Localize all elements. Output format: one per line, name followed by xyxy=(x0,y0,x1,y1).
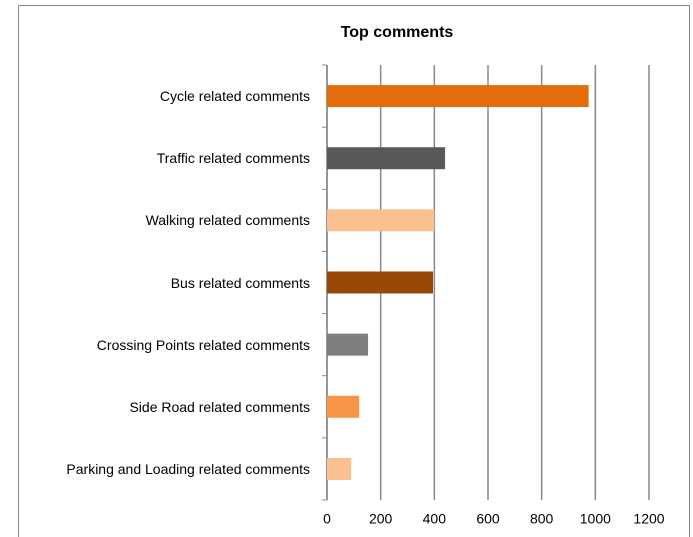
y-tick-label: Crossing Points related comments xyxy=(96,336,310,353)
y-tick-label: Bus related comments xyxy=(170,274,310,291)
y-tick-label: Walking related comments xyxy=(145,212,310,229)
bar xyxy=(327,395,360,418)
x-tick-label: 200 xyxy=(369,511,393,527)
y-tick-label-box: Traffic related comments xyxy=(157,150,310,166)
y-tick-label-box: Walking related comments xyxy=(146,212,310,228)
y-tick-label-box: Parking and Loading related comments xyxy=(66,461,310,477)
x-tick-label: 1200 xyxy=(633,511,664,527)
x-tick-label: 400 xyxy=(423,511,447,527)
x-tick-label: 1000 xyxy=(580,511,611,527)
bar xyxy=(327,457,352,480)
bar xyxy=(327,271,433,294)
chart-frame xyxy=(18,5,690,537)
y-tick-label: Parking and Loading related comments xyxy=(66,460,310,477)
y-tick-label-box: Cycle related comments xyxy=(160,88,310,104)
y-tick-label-box: Side Road related comments xyxy=(129,399,310,415)
bar xyxy=(327,85,589,108)
y-tick-label: Traffic related comments xyxy=(156,150,310,167)
bar xyxy=(327,147,446,170)
x-tick-label: 600 xyxy=(476,511,500,527)
bar xyxy=(327,209,435,232)
bar xyxy=(327,333,369,356)
y-tick-label-box: Bus related comments xyxy=(171,275,310,291)
x-tick-label: 800 xyxy=(530,511,554,527)
y-tick-label: Cycle related comments xyxy=(159,88,310,105)
y-tick-label-box: Crossing Points related comments xyxy=(97,337,310,353)
chart-title: Top comments xyxy=(341,24,454,41)
y-tick-label: Side Road related comments xyxy=(129,398,310,415)
x-tick-label: 0 xyxy=(323,511,331,527)
